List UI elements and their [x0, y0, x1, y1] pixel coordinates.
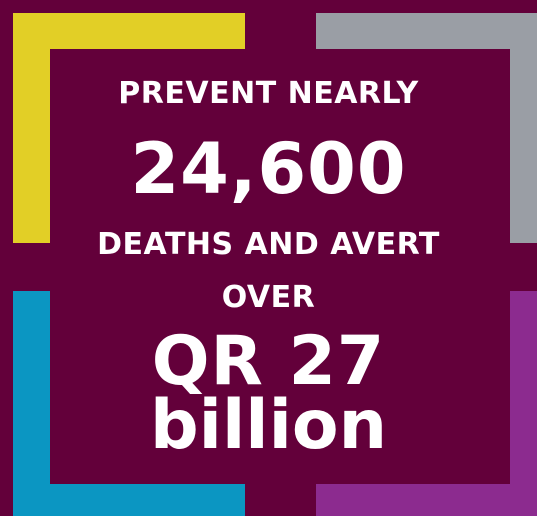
savings-unit: billion [149, 386, 388, 465]
top-right-bracket-vertical [510, 13, 537, 243]
top-left-bracket-horizontal [13, 13, 245, 49]
bottom-left-bracket-vertical [13, 291, 50, 516]
headline-prevent-nearly: PREVENT NEARLY [118, 76, 419, 111]
top-right-bracket-horizontal [316, 13, 537, 49]
top-left-bracket-vertical [13, 13, 50, 243]
bottom-right-bracket-vertical [510, 291, 537, 516]
headline-deaths-and-avert: DEATHS AND AVERT [97, 227, 440, 262]
headline-over: OVER [221, 280, 316, 315]
bottom-right-bracket-horizontal [316, 484, 537, 516]
bottom-left-bracket-horizontal [13, 484, 245, 516]
deaths-prevented-number: 24,600 [130, 128, 407, 210]
savings-amount: QR 27 [151, 322, 386, 401]
